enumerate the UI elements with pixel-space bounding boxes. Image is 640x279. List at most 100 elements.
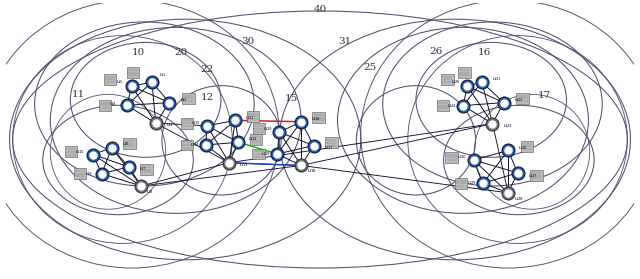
Point [150, 121, 161, 125]
FancyBboxPatch shape [74, 168, 86, 179]
FancyBboxPatch shape [521, 141, 533, 152]
Point [499, 100, 509, 105]
Point [488, 121, 498, 126]
FancyBboxPatch shape [65, 146, 77, 157]
Point [122, 103, 132, 108]
Point [296, 163, 307, 168]
Text: 17: 17 [538, 91, 551, 100]
Point [274, 130, 284, 134]
Point [308, 143, 319, 148]
Point [107, 145, 117, 150]
Point [147, 80, 157, 84]
Point [503, 191, 513, 195]
FancyBboxPatch shape [312, 112, 325, 123]
Text: 31: 31 [339, 37, 352, 45]
FancyBboxPatch shape [455, 178, 467, 189]
Text: 25: 25 [364, 63, 377, 72]
Text: $u_{10}$: $u_{10}$ [76, 148, 86, 156]
Text: $u_{15}$: $u_{15}$ [191, 119, 201, 127]
Point [478, 181, 488, 186]
Text: $u_{2}$: $u_{2}$ [179, 96, 187, 104]
Point [513, 171, 523, 175]
Point [503, 148, 513, 153]
Point [478, 181, 488, 186]
Text: $u_{6}$: $u_{6}$ [122, 140, 129, 148]
Point [136, 184, 147, 188]
Point [107, 145, 117, 150]
Text: $u_{12}$: $u_{12}$ [248, 136, 259, 143]
FancyBboxPatch shape [325, 137, 337, 148]
FancyBboxPatch shape [182, 93, 195, 104]
Point [164, 100, 175, 105]
Point [224, 160, 234, 165]
Point [201, 143, 211, 147]
Point [272, 152, 282, 156]
Point [147, 80, 157, 84]
Text: 40: 40 [314, 5, 326, 15]
Point [230, 118, 241, 122]
Point [88, 152, 98, 157]
FancyBboxPatch shape [516, 93, 529, 104]
FancyBboxPatch shape [140, 164, 152, 175]
FancyBboxPatch shape [250, 134, 262, 145]
Text: $u_{24}$: $u_{24}$ [447, 102, 457, 110]
FancyBboxPatch shape [445, 152, 458, 163]
Point [127, 84, 137, 88]
Text: $u_{4}$: $u_{4}$ [109, 100, 117, 108]
FancyBboxPatch shape [253, 123, 266, 134]
Point [513, 171, 523, 175]
Text: $u_{18}$: $u_{18}$ [307, 168, 317, 175]
Point [202, 124, 212, 128]
Text: $u_{1}$: $u_{1}$ [159, 71, 167, 79]
Point [136, 184, 147, 188]
Text: $u_{27}$: $u_{27}$ [527, 172, 538, 180]
FancyBboxPatch shape [436, 100, 449, 111]
Text: 30: 30 [241, 37, 255, 45]
Point [230, 118, 241, 122]
Point [458, 103, 468, 108]
FancyBboxPatch shape [252, 148, 265, 160]
FancyBboxPatch shape [99, 100, 111, 111]
Text: $u_{30}$: $u_{30}$ [458, 153, 468, 161]
Text: $u_{9}$: $u_{9}$ [85, 170, 93, 178]
Point [127, 84, 137, 88]
Point [124, 165, 134, 169]
Text: 22: 22 [200, 65, 214, 74]
FancyBboxPatch shape [127, 67, 140, 78]
FancyBboxPatch shape [246, 111, 259, 122]
Point [503, 148, 513, 153]
Text: $u_{20}$: $u_{20}$ [263, 125, 273, 133]
Text: $u_{3}$: $u_{3}$ [166, 121, 173, 129]
Point [274, 130, 284, 134]
FancyBboxPatch shape [458, 67, 470, 78]
Point [88, 152, 98, 157]
Text: $u_{16}$: $u_{16}$ [311, 115, 321, 123]
Text: $u_{5}$: $u_{5}$ [116, 78, 123, 86]
Point [150, 121, 161, 125]
Point [477, 80, 487, 84]
FancyBboxPatch shape [123, 138, 136, 149]
Point [462, 84, 472, 88]
FancyBboxPatch shape [441, 74, 454, 85]
Point [97, 171, 107, 176]
Point [234, 140, 244, 145]
Text: $u_{21}$: $u_{21}$ [492, 75, 502, 83]
Point [272, 152, 282, 156]
Text: 11: 11 [72, 90, 85, 99]
Point [468, 158, 479, 162]
Point [488, 121, 498, 126]
Text: $u_{11}$: $u_{11}$ [245, 114, 255, 122]
FancyBboxPatch shape [530, 170, 543, 181]
Point [458, 103, 468, 108]
Point [296, 163, 307, 168]
Text: $u_{26}$: $u_{26}$ [518, 144, 528, 152]
Point [124, 165, 134, 169]
Point [477, 80, 487, 84]
Point [122, 103, 132, 108]
Text: $u_{23}$: $u_{23}$ [502, 122, 513, 130]
Text: $u_{7}$: $u_{7}$ [139, 165, 147, 173]
Text: 20: 20 [174, 48, 188, 57]
Point [468, 158, 479, 162]
Text: $u_{13}$: $u_{13}$ [239, 162, 249, 169]
Point [224, 160, 234, 165]
